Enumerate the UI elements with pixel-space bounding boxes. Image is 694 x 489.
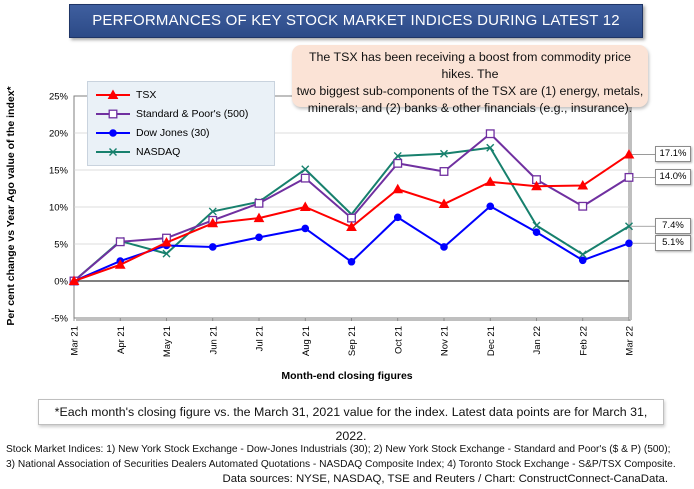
legend-marker [109,148,117,156]
callout-line: two biggest sub-components of the TSX ar… [296,84,644,98]
data-point-tsx [161,237,172,247]
legend-label: Standard & Poor's (500) [136,108,249,120]
x-tick-label: Jun 21 [208,326,219,355]
data-point-standard-poor-s-500 [115,237,125,247]
legend-swatch [96,129,130,137]
callout-line: The TSX has been receiving a boost from … [308,50,632,81]
data-point-standard-poor-s-500 [347,213,356,223]
legend-item-nasdaq: NASDAQ [88,144,274,162]
legend-item-dow-jones-30: Dow Jones (30) [88,125,274,143]
x-tick-label: Feb 22 [578,326,589,356]
legend-label: Dow Jones (30) [136,127,210,139]
data-point-nasdaq [486,143,495,152]
x-tick-label: Oct 21 [393,326,404,354]
data-point-nasdaq [208,207,217,216]
y-tick-label: -5% [51,314,68,325]
x-tick-label: Dec 21 [486,326,497,356]
x-tick-label: Apr 21 [116,326,127,354]
data-point-tsx [114,259,126,269]
data-point-dow-jones-30 [393,213,402,222]
data-point-standard-poor-s-500 [393,158,403,168]
data-point-tsx [531,180,542,191]
data-point-dow-jones-30 [440,243,448,251]
y-tick-label: 20% [49,129,69,140]
data-point-nasdaq [393,151,402,160]
x-tick-label: Jul 21 [255,326,266,351]
data-point-tsx [299,201,311,211]
data-point-tsx [68,275,80,285]
legend-label: NASDAQ [136,146,181,158]
y-tick-label: 10% [49,203,69,214]
end-label-standard-poor-s-500: 14.0% [655,169,691,186]
data-point-tsx [253,212,265,223]
data-point-dow-jones-30 [486,202,495,211]
x-tick-label: Nov 21 [440,326,451,356]
series-tsx [68,148,635,285]
data-point-standard-poor-s-500 [624,172,634,182]
data-point-dow-jones-30 [347,257,356,266]
data-point-nasdaq [532,221,541,230]
data-point-standard-poor-s-500 [578,201,588,211]
legend-label: TSX [136,89,157,101]
legend-item-standard-poor-s-500: Standard & Poor's (500) [88,106,274,124]
legend-swatch [96,89,130,99]
legend-marker [107,89,119,99]
legend-item-tsx: TSX [88,87,274,105]
data-point-dow-jones-30 [255,233,263,242]
data-point-standard-poor-s-500 [485,129,495,139]
data-point-standard-poor-s-500 [254,198,264,208]
y-tick-label: 25% [49,92,69,103]
data-point-nasdaq [301,165,310,174]
data-point-standard-poor-s-500 [439,167,449,176]
legend-swatch [96,148,130,156]
end-label-tsx: 17.1% [655,146,691,163]
x-tick-label: Sep 21 [347,326,358,356]
legend-marker [108,109,118,119]
index-footnote-line: 3) National Association of Securities De… [6,459,676,470]
x-tick-label: May 21 [162,326,173,357]
x-tick-label: Aug 21 [301,326,312,356]
data-point-dow-jones-30 [208,243,217,251]
data-point-nasdaq [440,149,448,158]
legend-marker [109,129,117,137]
data-point-nasdaq [578,250,587,259]
data-point-nasdaq [625,222,633,231]
end-label-dow-jones-30: 5.1% [655,235,691,252]
x-axis-label: Month-end closing figures [281,370,412,382]
data-point-tsx [207,217,219,228]
data-point-dow-jones-30 [532,228,541,236]
x-tick-label: Mar 21 [70,326,81,356]
chart-legend: TSX Standard & Poor's (500) Dow Jones (30)… [87,81,275,166]
y-tick-label: 15% [49,166,69,177]
index-footnote-line: Stock Market Indices: 1) New York Stock … [6,444,671,455]
commentary-callout: The TSX has been receiving a boost from … [292,45,648,115]
data-point-standard-poor-s-500 [300,173,310,183]
y-axis-label: Per cent change vs Year Ago value of the… [5,85,17,325]
data-point-tsx [484,176,496,186]
x-tick-label: Jan 22 [532,326,543,355]
data-point-nasdaq [162,249,171,258]
data-point-tsx [392,183,404,194]
chart-title: PERFORMANCES OF KEY STOCK MARKET INDICES… [69,4,643,61]
y-tick-label: 5% [54,240,68,251]
x-tick-label: Mar 22 [625,326,636,356]
data-point-tsx [346,221,357,231]
footnote-box: *Each month's closing figure vs. the Mar… [38,399,664,443]
data-point-dow-jones-30 [578,256,587,265]
end-label-nasdaq: 7.4% [655,218,691,235]
data-point-tsx [577,180,589,190]
data-sources: Data sources: NYSE, NASDAQ, TSE and Reut… [222,473,668,485]
legend-swatch [96,109,130,119]
data-point-dow-jones-30 [625,239,633,248]
callout-line: minerals; and (2) banks & other financia… [307,101,633,115]
y-tick-label: 0% [54,277,68,288]
data-point-tsx [623,148,635,159]
data-point-dow-jones-30 [301,224,310,233]
data-point-tsx [438,198,450,209]
